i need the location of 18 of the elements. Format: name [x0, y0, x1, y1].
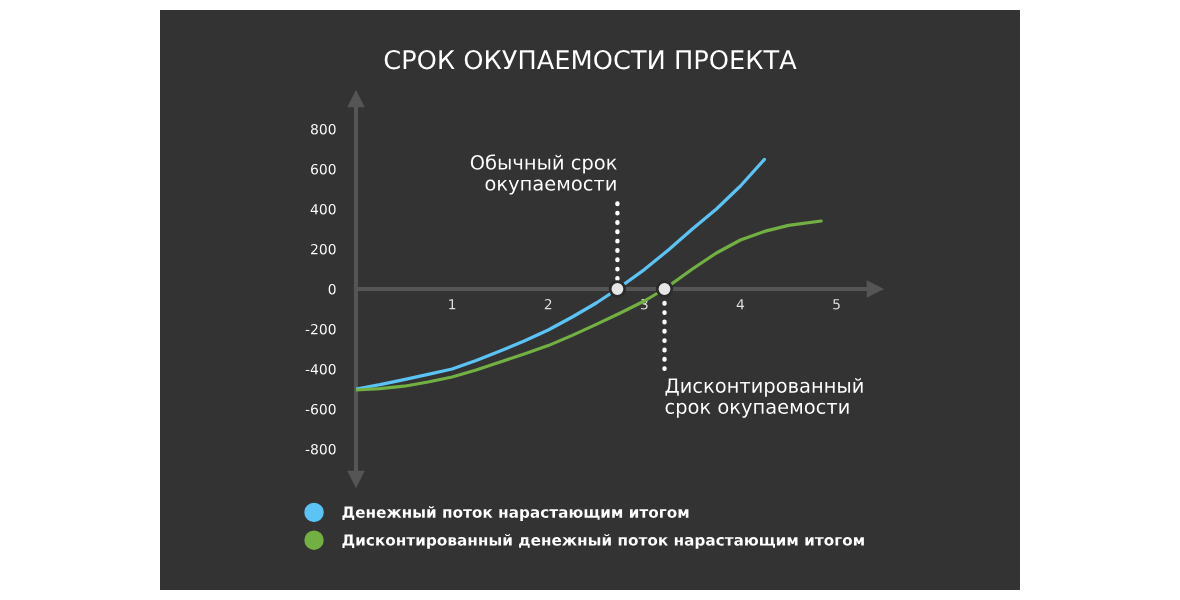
- annotation: Обычный срок окупаемости: [470, 154, 617, 195]
- y-tick-label: -600: [305, 403, 336, 415]
- legend-label: Дисконтированный денежный поток нарастающим итогом: [342, 533, 864, 549]
- x-tick-label: 5: [833, 299, 840, 310]
- y-tick-label: 200: [311, 243, 336, 255]
- x-tick-label: 4: [736, 299, 745, 310]
- legend-label: Денежный поток нарастающим итогом: [342, 506, 689, 521]
- y-tick-label: -800: [305, 443, 336, 455]
- y-tick-label: 0: [328, 283, 336, 295]
- x-tick-label: 1: [449, 299, 456, 310]
- annotation: Дисконтированный срок окупаемости: [665, 377, 863, 418]
- chart-title: СРОК ОКУПАЕМОСТИ ПРОЕКТА: [384, 50, 797, 70]
- y-tick-label: 600: [311, 163, 336, 175]
- x-tick-label: 2: [544, 298, 552, 310]
- y-tick-label: 400: [310, 203, 336, 215]
- y-tick-label: 800: [310, 123, 336, 135]
- y-tick-label: -200: [305, 323, 336, 335]
- y-tick-label: -400: [305, 363, 336, 375]
